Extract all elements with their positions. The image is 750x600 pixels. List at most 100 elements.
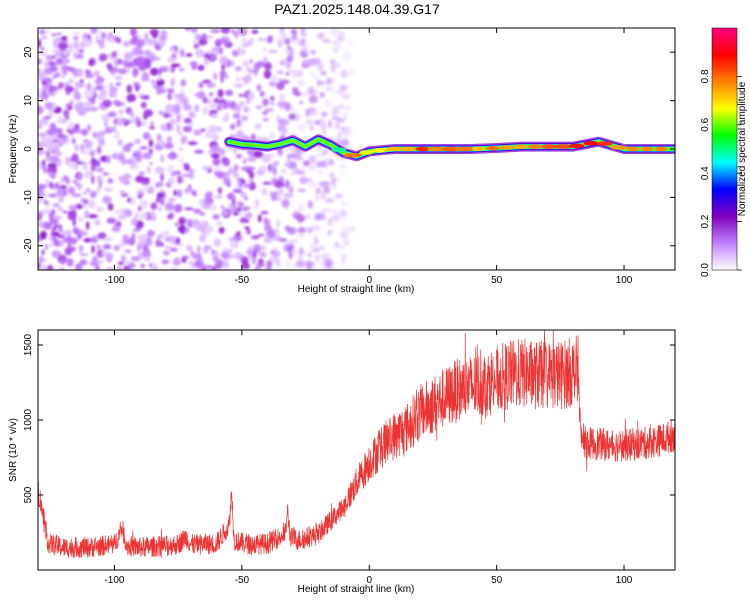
noise-blob xyxy=(60,36,68,41)
noise-blob xyxy=(223,176,231,186)
noise-blob xyxy=(93,71,101,76)
noise-blob xyxy=(332,105,339,114)
noise-blob xyxy=(162,250,170,256)
noise-blob xyxy=(347,40,355,46)
noise-blob xyxy=(139,146,148,150)
noise-blob xyxy=(150,121,154,125)
noise-blob xyxy=(232,169,238,175)
noise-blob xyxy=(265,263,272,270)
noise-blob xyxy=(38,132,47,138)
noise-blob xyxy=(107,63,113,71)
noise-blob xyxy=(298,233,305,239)
noise-blob xyxy=(209,109,219,114)
noise-blob xyxy=(102,90,108,94)
noise-blob xyxy=(252,69,259,74)
noise-blob xyxy=(250,133,257,142)
spectrogram-x-label: Height of straight line (km) xyxy=(298,284,415,295)
noise-blob xyxy=(146,166,151,174)
noise-blob xyxy=(292,87,299,91)
noise-blob xyxy=(69,157,80,162)
noise-blob xyxy=(120,189,125,196)
noise-blob xyxy=(38,200,43,204)
noise-blob xyxy=(268,49,278,54)
noise-blob xyxy=(281,198,290,208)
noise-blob xyxy=(124,209,133,217)
signal-peak xyxy=(486,145,500,151)
noise-blob xyxy=(178,217,186,226)
noise-blob xyxy=(167,214,171,220)
noise-blob xyxy=(57,133,65,139)
noise-blob xyxy=(176,189,182,198)
noise-blob xyxy=(224,75,229,80)
noise-blob xyxy=(212,48,220,56)
noise-blob xyxy=(111,51,117,59)
noise-blob xyxy=(339,172,349,177)
noise-blob xyxy=(149,161,153,166)
noise-blob xyxy=(173,170,182,175)
noise-blob xyxy=(85,149,91,155)
noise-blob xyxy=(339,139,350,148)
noise-blob xyxy=(318,171,323,174)
noise-blob xyxy=(150,202,158,210)
noise-blob xyxy=(180,97,189,104)
signal-peak xyxy=(441,146,461,152)
noise-blob xyxy=(193,43,200,49)
noise-blob xyxy=(124,59,129,64)
noise-blob xyxy=(232,188,243,193)
noise-blob xyxy=(177,175,183,184)
noise-blob xyxy=(160,123,169,132)
noise-blob xyxy=(274,77,278,84)
noise-blob xyxy=(117,261,125,265)
noise-blob xyxy=(139,199,149,208)
noise-blob xyxy=(319,182,328,188)
noise-blob xyxy=(92,131,98,138)
noise-blob xyxy=(134,58,144,67)
signal-peaks xyxy=(331,140,667,158)
noise-blob xyxy=(72,179,78,184)
noise-blob xyxy=(103,187,114,192)
noise-blob xyxy=(181,226,185,235)
noise-blob xyxy=(73,36,79,40)
noise-blob xyxy=(88,97,94,104)
noise-blob xyxy=(38,213,42,218)
noise-blob xyxy=(95,85,104,91)
noise-blob xyxy=(156,192,164,199)
noise-blob xyxy=(274,228,280,234)
signal-peak xyxy=(640,146,654,152)
noise-blob xyxy=(91,175,95,184)
noise-blob xyxy=(83,172,92,179)
noise-blob xyxy=(288,250,293,260)
noise-blob xyxy=(278,78,282,82)
noise-blob xyxy=(259,90,265,97)
spectrogram-y-label: Frequency (Hz) xyxy=(8,115,19,184)
noise-blob xyxy=(51,33,57,37)
noise-blob xyxy=(101,114,111,122)
noise-blob xyxy=(160,173,164,182)
noise-blob xyxy=(245,212,253,219)
noise-blob xyxy=(314,75,320,81)
noise-blob xyxy=(38,89,41,97)
noise-blob xyxy=(212,214,220,220)
noise-blob xyxy=(76,68,84,78)
noise-blobs xyxy=(38,28,356,270)
noise-blob xyxy=(231,200,236,206)
noise-blob xyxy=(135,84,140,92)
noise-blob xyxy=(228,167,234,174)
noise-blob xyxy=(237,207,242,213)
noise-blob xyxy=(340,201,349,206)
noise-blob xyxy=(338,131,342,138)
noise-blob xyxy=(237,48,247,56)
signal-peak xyxy=(359,150,374,155)
noise-blob xyxy=(67,121,75,130)
noise-blob xyxy=(91,149,96,156)
noise-blob xyxy=(49,234,53,242)
signal-peak xyxy=(596,141,614,146)
noise-blob xyxy=(144,32,148,42)
noise-blob xyxy=(219,56,229,65)
noise-blob xyxy=(238,101,245,107)
noise-blob xyxy=(166,88,175,94)
noise-blob xyxy=(41,84,51,91)
noise-blob xyxy=(79,259,88,266)
snr-trace xyxy=(38,330,675,559)
noise-blob xyxy=(243,158,247,165)
